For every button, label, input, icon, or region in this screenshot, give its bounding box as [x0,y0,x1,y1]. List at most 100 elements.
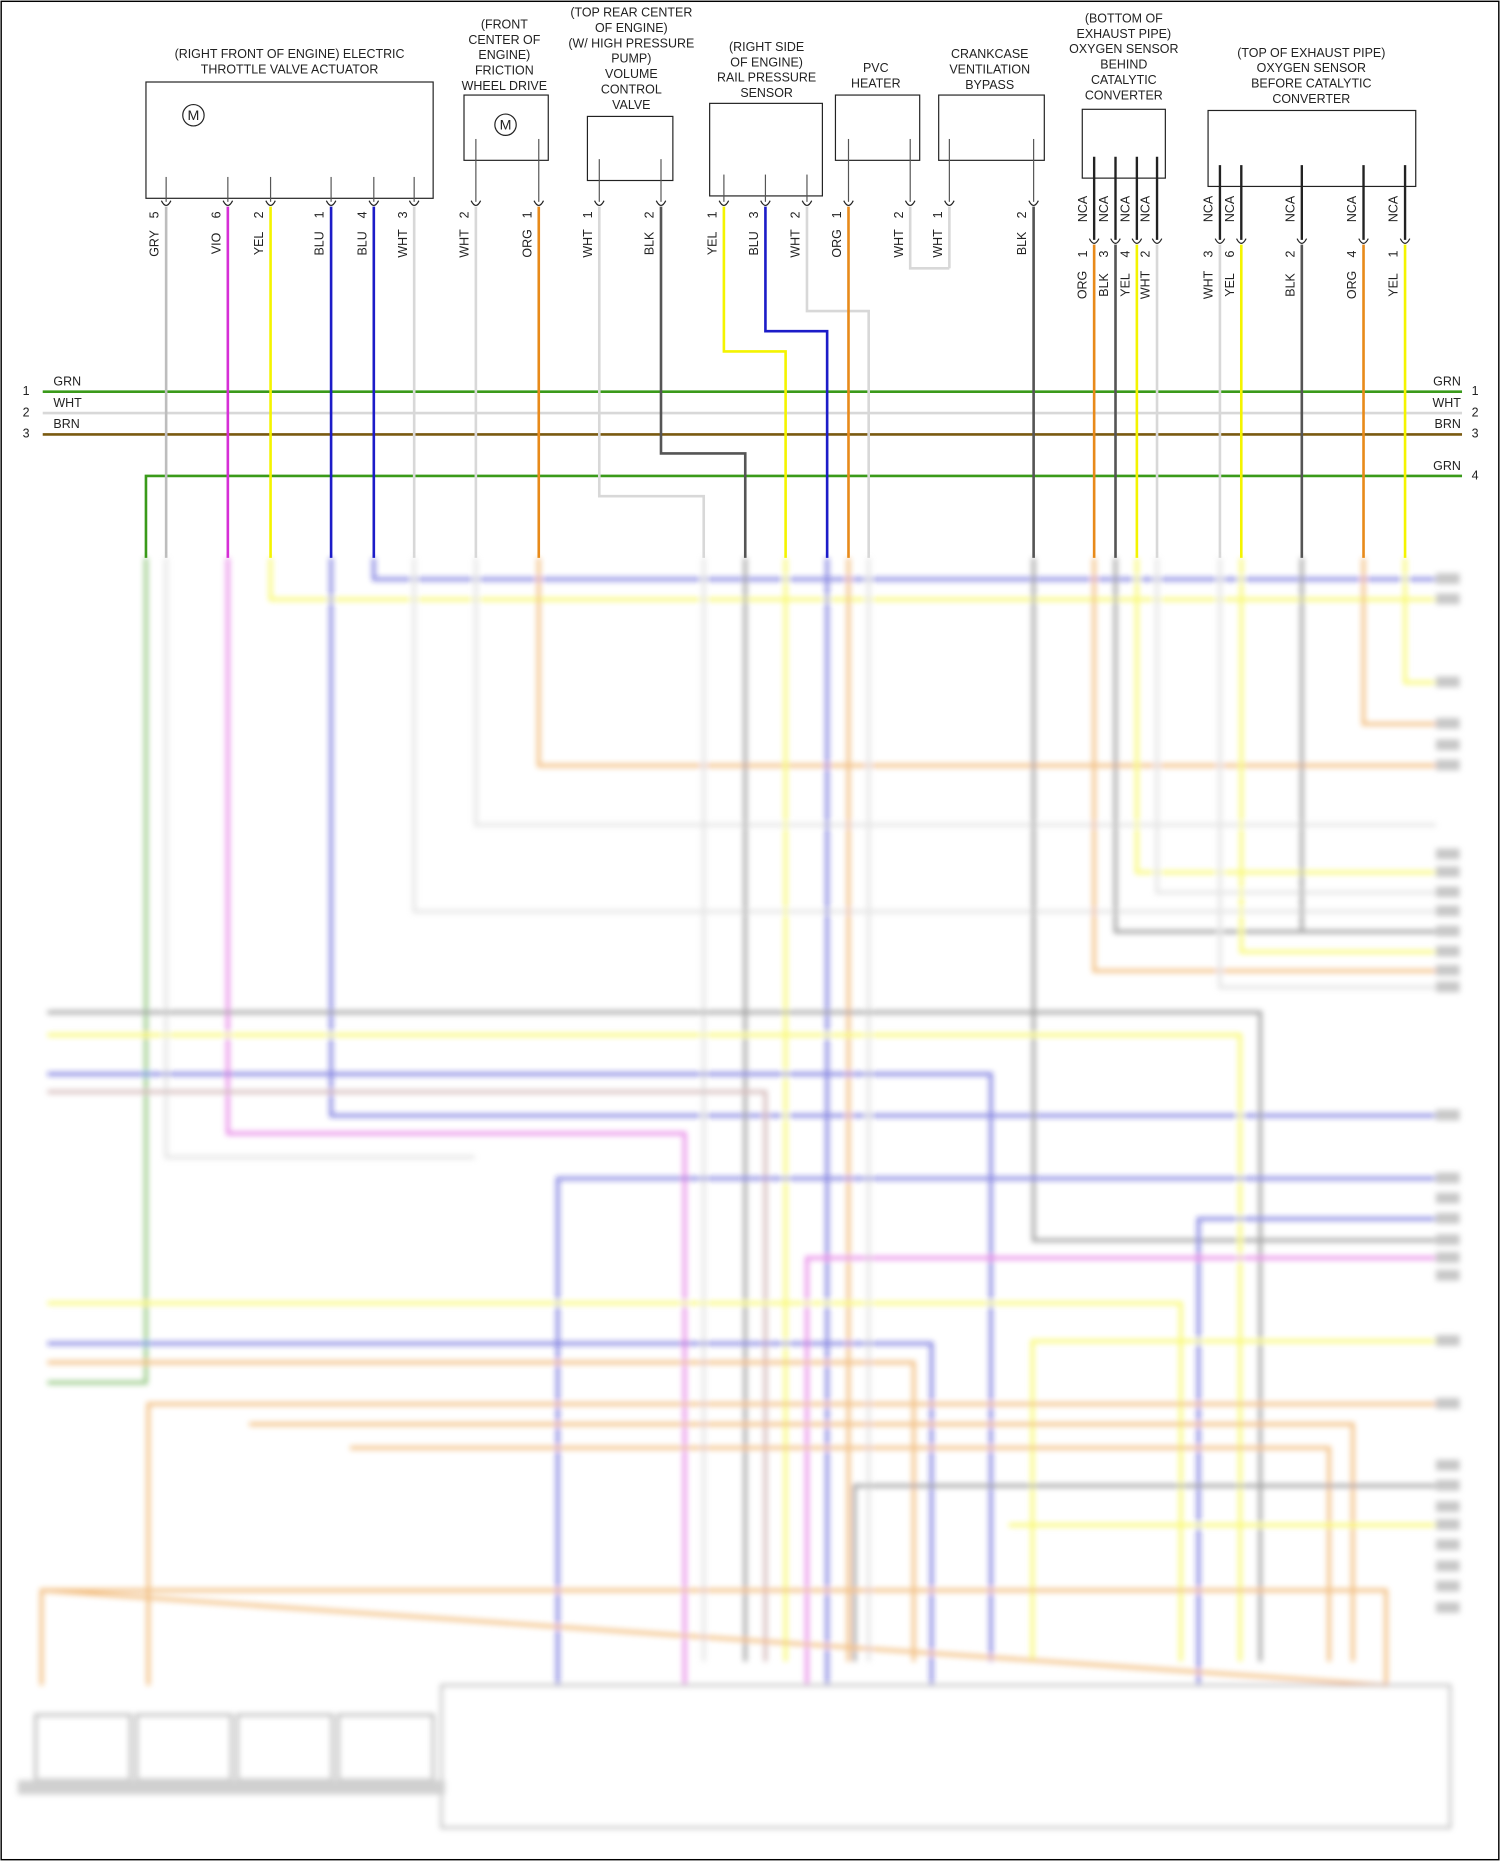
wire-color: YEL [1223,273,1237,297]
blurred-wire [329,557,1436,1118]
wire-color: WHT [396,229,410,258]
pin-number: 3 [747,211,761,218]
pin-number: 1 [313,211,327,218]
bus-number: 2 [1472,405,1479,419]
wires [42,206,1463,558]
blurred-wire [47,1090,768,1662]
blurred-label [1435,593,1460,605]
pin-number: 2 [1139,251,1153,258]
pin-number: 3 [1097,251,1111,258]
bus-name: GRN [1433,459,1461,473]
component-label: THROTTLE VALVE ACTUATOR [201,62,379,76]
blurred-label [1435,1109,1460,1121]
pin-number: 1 [520,211,534,218]
component-label: (BOTTOM OF [1085,11,1163,25]
blurred-wire [1218,557,1436,990]
wire-color: WHT [931,229,945,258]
wire-color: YEL [1387,273,1401,297]
wire-color: YEL [706,232,720,256]
wire-color: VIO [209,232,223,254]
pin-number: 3 [1202,251,1216,258]
bus-number: 4 [1472,468,1479,482]
blurred-label [1435,848,1460,860]
component-box [463,94,549,161]
connector [533,200,545,206]
component-label: BEFORE CATALYTIC [1251,77,1371,91]
pin-number: 2 [643,211,657,218]
component-label: EXHAUST PIPE) [1077,27,1172,41]
wire-color: ORG [1345,271,1359,299]
blurred-label [1435,1602,1460,1613]
connector-code: NCA [1387,195,1401,222]
connector [265,200,276,206]
wire-color: GRY [148,229,162,256]
component-label: PUMP) [611,52,651,66]
component-label: OXYGEN SENSOR [1069,42,1178,56]
wire-color: BLK [1015,231,1029,255]
wire-color: YEL [1118,273,1132,297]
connector [1088,238,1100,244]
connector [843,200,854,206]
blurred-label [1435,925,1460,937]
blurred-wire [1135,557,1436,875]
motor-symbol [494,113,517,136]
wire-color: YEL [252,232,266,256]
component-label: CRANKCASE [951,47,1029,61]
connector [1296,238,1308,244]
blurred-label [1435,981,1460,993]
blurred-label [1435,1212,1460,1224]
pin-number: 2 [252,211,266,218]
blurred-wire [47,1360,916,1662]
pin-number: 2 [1283,251,1297,258]
wire-color: WHT [581,229,595,258]
connector-code: NCA [1223,195,1237,222]
connector [655,200,667,206]
component-box [1207,109,1417,188]
blurred-label [1435,1560,1460,1572]
connector [718,200,730,206]
connector-code: NCA [1283,195,1297,222]
wire-color: BLU [313,231,327,255]
pin-number: 6 [209,211,223,218]
connector [1214,238,1226,244]
component-label: CONVERTER [1272,92,1350,106]
blurred-wire [268,557,1436,602]
connector [904,200,916,206]
component-label: HEATER [851,77,901,91]
pin-number: 1 [830,211,844,218]
pin-number: 5 [148,211,162,218]
blurred-wire [47,1341,934,1686]
connector [1131,238,1143,244]
blurred-label [1435,1459,1460,1471]
wire [659,206,747,558]
bus-number: 3 [1472,427,1479,441]
blurred-wire [555,1176,1436,1686]
wire-color: BLU [355,231,369,255]
blurred-wire [164,557,475,1159]
pin-number: 2 [892,211,906,218]
wire-color: BLK [1283,272,1297,296]
connector [801,200,813,206]
connector [160,200,172,206]
blurred-label [1435,866,1460,878]
blurred-label [1435,1269,1460,1281]
component-label: OF ENGINE) [595,21,668,35]
wire-color: WHT [1139,270,1153,299]
bus-name: WHT [53,396,82,410]
connector [1151,238,1163,244]
blurred-label [1435,1501,1460,1512]
blurred-label [1435,1580,1460,1592]
blurred-wire [372,557,1436,582]
blurred-label [1435,1172,1460,1184]
connector [222,200,234,206]
component-label: WHEEL DRIVE [462,79,547,93]
component-label: PVC [863,61,889,75]
components: 1 GRN GRN 1 2 WHT WHT 2 3 BRN BRN 3 GRN 4 (RIGHT FRONT… [23,5,1479,482]
bus-name: WHT [1432,396,1461,410]
blurred-label [1435,964,1460,976]
component-label: VALVE [612,98,650,112]
connector [1236,238,1247,244]
wire-color: WHT [457,229,471,258]
blurred-wire [1361,557,1436,726]
